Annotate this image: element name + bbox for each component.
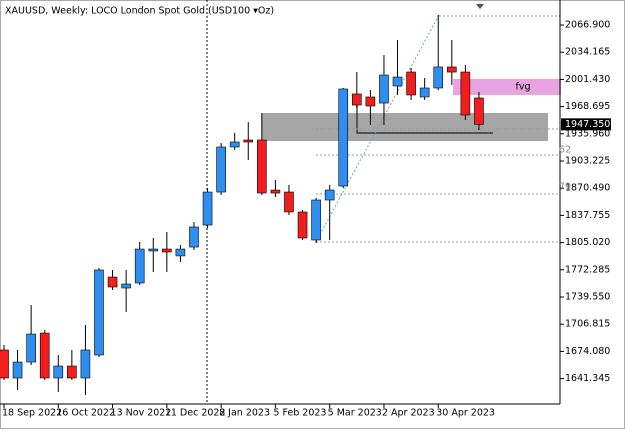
candle-body	[406, 71, 416, 96]
x-tick-label: 2 Apr 2023	[382, 408, 435, 419]
candle-body	[352, 93, 362, 106]
candle-body	[26, 333, 36, 363]
x-tick-label: 11 Dec 2022	[165, 408, 226, 419]
shift-marker	[476, 4, 484, 9]
y-tick-label: 1706.815	[565, 319, 610, 330]
candle-body	[53, 365, 64, 379]
y-tick-label: 1772.285	[565, 264, 610, 275]
candle-body	[270, 189, 281, 194]
y-tick-label: 1903.225	[565, 156, 610, 167]
candle-body	[121, 283, 131, 289]
y-tick-label: 2066.900	[565, 20, 610, 31]
candle-body	[162, 248, 172, 253]
candle-body	[447, 66, 457, 73]
candle-body	[12, 361, 23, 379]
candle-body	[134, 248, 145, 284]
y-tick-label: 1739.550	[565, 292, 610, 303]
candle-body	[67, 365, 77, 379]
y-tick-label: 1674.080	[565, 346, 610, 357]
x-tick-label: 16 Oct 2022	[56, 408, 115, 419]
candle-body	[0, 349, 9, 379]
zone-label: fvg	[516, 82, 531, 93]
y-tick-label: 1805.020	[565, 237, 610, 248]
fib-level-label: 62	[559, 145, 571, 156]
candle-body	[94, 269, 104, 356]
last-price-box	[561, 118, 611, 131]
candle-body	[392, 76, 403, 87]
y-tick-label: 2034.165	[565, 47, 610, 58]
candle-body	[175, 248, 186, 257]
last-price-label: 1947.350	[565, 119, 610, 130]
candle-body	[379, 74, 389, 104]
x-tick-label: 5 Feb 2023	[273, 408, 326, 419]
x-tick-label: 18 Sep 2022	[2, 408, 62, 419]
y-tick-label: 1968.695	[565, 101, 610, 112]
candle-body	[365, 96, 376, 107]
candle-body	[257, 139, 267, 194]
candle-body	[419, 87, 430, 98]
candle-body	[460, 71, 471, 116]
candle-body	[284, 191, 294, 213]
candle-body	[202, 191, 213, 226]
candle-body	[148, 248, 159, 252]
fib-level-label: 79	[559, 182, 571, 193]
x-tick-label: 30 Apr 2023	[436, 408, 495, 419]
supply-zone	[262, 113, 548, 141]
x-tick-label: 13 Nov 2022	[111, 408, 172, 419]
range-line	[356, 100, 493, 134]
candle-body	[324, 189, 335, 201]
chart-title: XAUUSD, Weekly: LOCO London Spot Gold (U…	[5, 6, 274, 17]
y-tick-label: 1935.960	[565, 128, 610, 139]
candle-body	[189, 226, 199, 248]
candle-body	[297, 211, 308, 239]
x-tick-label: 8 Jan 2023	[219, 408, 270, 419]
y-tick-label: 1837.755	[565, 210, 610, 221]
candle-body	[474, 97, 484, 125]
candle-body	[338, 88, 349, 187]
candle-body	[80, 349, 91, 379]
y-tick-label: 2001.430	[565, 74, 610, 85]
candle-body	[39, 332, 50, 379]
fvg-zone	[453, 79, 561, 95]
candle-body	[229, 141, 240, 148]
candle-body	[243, 139, 254, 143]
candle-body	[433, 66, 444, 89]
y-tick-label: 1870.490	[565, 183, 610, 194]
candle-body	[107, 276, 118, 288]
candle-body	[311, 199, 321, 241]
y-tick-label: 1641.345	[565, 373, 610, 384]
candle-body	[216, 146, 226, 193]
x-tick-label: 5 Mar 2023	[328, 408, 382, 419]
